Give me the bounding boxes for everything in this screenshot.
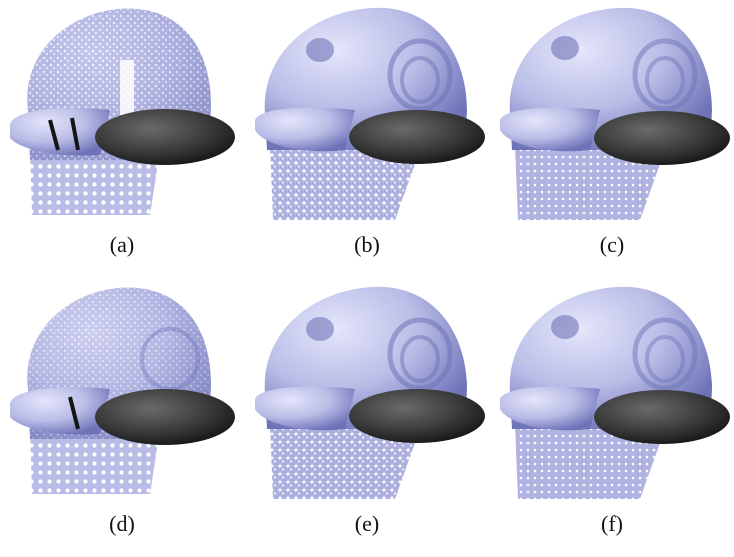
surface-render-e (255, 286, 485, 499)
panel-a: (a) (0, 0, 244, 278)
surface-render-c (500, 7, 730, 220)
caption-d: (d) (109, 511, 135, 536)
panel-c: (c) (490, 0, 734, 278)
panel-b: (b) (245, 0, 489, 278)
surface-render-a (10, 8, 235, 215)
surface-render-d (10, 287, 235, 494)
caption-a: (a) (109, 232, 135, 257)
caption-e: (e) (354, 511, 380, 536)
caption-b: (b) (354, 232, 380, 257)
panel-f: (f) (490, 279, 734, 557)
caption-f: (f) (601, 511, 623, 536)
panel-d: (d) (0, 279, 244, 557)
caption-c: (c) (599, 232, 625, 257)
surface-render-b (255, 7, 485, 220)
panel-e: (e) (245, 279, 489, 557)
surface-render-f (500, 286, 730, 499)
